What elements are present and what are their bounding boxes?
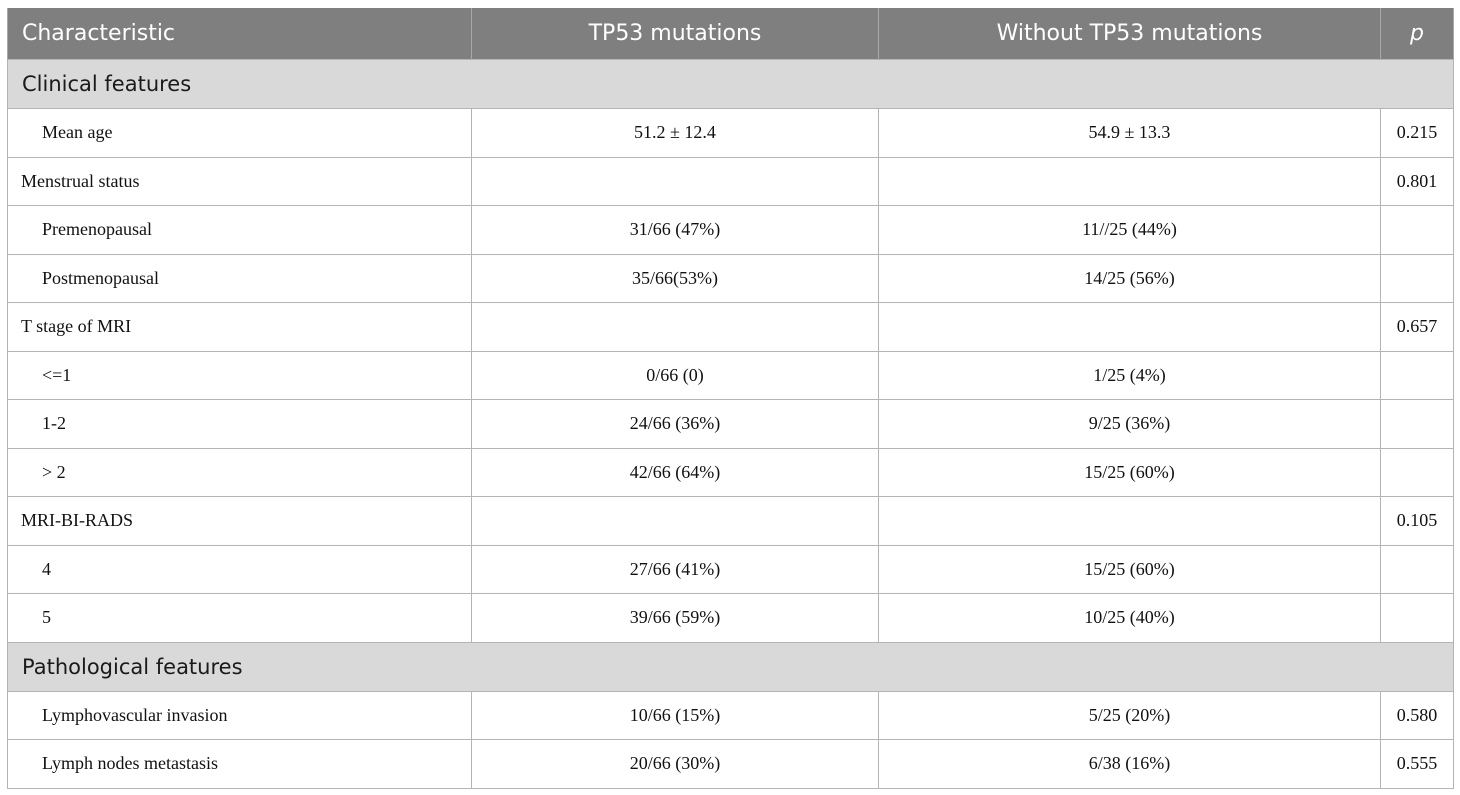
without-tp53-value: 15/25 (60%) bbox=[878, 447, 1381, 497]
p-value bbox=[1380, 205, 1454, 255]
tp53-value: 51.2 ± 12.4 bbox=[471, 108, 879, 158]
row-label: T stage of MRI bbox=[7, 302, 472, 352]
header-without-tp53-mutations: Without TP53 mutations bbox=[878, 8, 1381, 60]
row-label: 4 bbox=[7, 544, 472, 594]
tp53-value: 10/66 (15%) bbox=[471, 690, 879, 740]
without-tp53-value: 9/25 (36%) bbox=[878, 399, 1381, 449]
tp53-value: 42/66 (64%) bbox=[471, 447, 879, 497]
table-row: T stage of MRI 0.657 bbox=[7, 302, 1454, 352]
row-label: Premenopausal bbox=[7, 205, 472, 255]
row-label: > 2 bbox=[7, 447, 472, 497]
table-row: Mean age 51.2 ± 12.4 54.9 ± 13.3 0.215 bbox=[7, 108, 1454, 158]
without-tp53-value: 54.9 ± 13.3 bbox=[878, 108, 1381, 158]
without-tp53-value: 14/25 (56%) bbox=[878, 253, 1381, 303]
table-row: MRI-BI-RADS 0.105 bbox=[7, 496, 1454, 546]
p-value: 0.580 bbox=[1380, 690, 1454, 740]
table-row: Menstrual status 0.801 bbox=[7, 156, 1454, 206]
without-tp53-value bbox=[878, 302, 1381, 352]
row-label: Postmenopausal bbox=[7, 253, 472, 303]
p-value bbox=[1380, 350, 1454, 400]
table-row: 1-2 24/66 (36%) 9/25 (36%) bbox=[7, 399, 1454, 449]
without-tp53-value bbox=[878, 496, 1381, 546]
p-value bbox=[1380, 593, 1454, 643]
row-label: 5 bbox=[7, 593, 472, 643]
table-row: 4 27/66 (41%) 15/25 (60%) bbox=[7, 544, 1454, 594]
table-header: Characteristic TP53 mutations Without TP… bbox=[7, 8, 1454, 60]
p-value bbox=[1380, 253, 1454, 303]
without-tp53-value: 11//25 (44%) bbox=[878, 205, 1381, 255]
section-header-row: Clinical features bbox=[7, 59, 1454, 109]
without-tp53-value: 10/25 (40%) bbox=[878, 593, 1381, 643]
tp53-value: 39/66 (59%) bbox=[471, 593, 879, 643]
p-value: 0.555 bbox=[1380, 739, 1454, 789]
row-label: Lymphovascular invasion bbox=[7, 690, 472, 740]
tp53-value: 31/66 (47%) bbox=[471, 205, 879, 255]
section-label: Pathological features bbox=[7, 641, 1454, 692]
table-row: > 2 42/66 (64%) 15/25 (60%) bbox=[7, 447, 1454, 497]
p-value: 0.105 bbox=[1380, 496, 1454, 546]
without-tp53-value: 1/25 (4%) bbox=[878, 350, 1381, 400]
tp53-value bbox=[471, 496, 879, 546]
p-value bbox=[1380, 447, 1454, 497]
section-label: Clinical features bbox=[7, 59, 1454, 109]
table-row: Postmenopausal 35/66(53%) 14/25 (56%) bbox=[7, 253, 1454, 303]
row-label: <=1 bbox=[7, 350, 472, 400]
table-row: Lymph nodes metastasis 20/66 (30%) 6/38 (1… bbox=[7, 739, 1454, 789]
table-row: 5 39/66 (59%) 10/25 (40%) bbox=[7, 593, 1454, 643]
tp53-value: 27/66 (41%) bbox=[471, 544, 879, 594]
tp53-value: 0/66 (0) bbox=[471, 350, 879, 400]
section-header-row: Pathological features bbox=[7, 641, 1454, 692]
tp53-value: 20/66 (30%) bbox=[471, 739, 879, 789]
p-value: 0.657 bbox=[1380, 302, 1454, 352]
p-value: 0.215 bbox=[1380, 108, 1454, 158]
table-body: Clinical features Mean age 51.2 ± 12.4 54.9… bbox=[7, 59, 1454, 789]
tp53-value bbox=[471, 302, 879, 352]
row-label: Lymph nodes metastasis bbox=[7, 739, 472, 789]
table-row: Lymphovascular invasion 10/66 (15%) 5/25 (… bbox=[7, 690, 1454, 740]
without-tp53-value bbox=[878, 156, 1381, 206]
table-row: Premenopausal 31/66 (47%) 11//25 (44%) bbox=[7, 205, 1454, 255]
row-label: 1-2 bbox=[7, 399, 472, 449]
header-characteristic: Characteristic bbox=[7, 8, 472, 60]
header-row: Characteristic TP53 mutations Without TP… bbox=[7, 8, 1454, 60]
tp53-value: 24/66 (36%) bbox=[471, 399, 879, 449]
without-tp53-value: 5/25 (20%) bbox=[878, 690, 1381, 740]
without-tp53-value: 15/25 (60%) bbox=[878, 544, 1381, 594]
p-value bbox=[1380, 544, 1454, 594]
header-tp53-mutations: TP53 mutations bbox=[471, 8, 879, 60]
tp53-value bbox=[471, 156, 879, 206]
p-value: 0.801 bbox=[1380, 156, 1454, 206]
tp53-value: 35/66(53%) bbox=[471, 253, 879, 303]
table-row: <=1 0/66 (0) 1/25 (4%) bbox=[7, 350, 1454, 400]
row-label: Mean age bbox=[7, 108, 472, 158]
row-label: Menstrual status bbox=[7, 156, 472, 206]
characteristics-table: Characteristic TP53 mutations Without TP… bbox=[7, 8, 1454, 789]
without-tp53-value: 6/38 (16%) bbox=[878, 739, 1381, 789]
p-value bbox=[1380, 399, 1454, 449]
row-label: MRI-BI-RADS bbox=[7, 496, 472, 546]
header-p-value: p bbox=[1380, 8, 1454, 60]
